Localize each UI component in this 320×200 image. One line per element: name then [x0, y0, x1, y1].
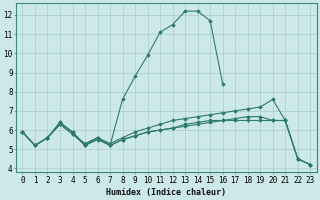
X-axis label: Humidex (Indice chaleur): Humidex (Indice chaleur) — [106, 188, 226, 197]
